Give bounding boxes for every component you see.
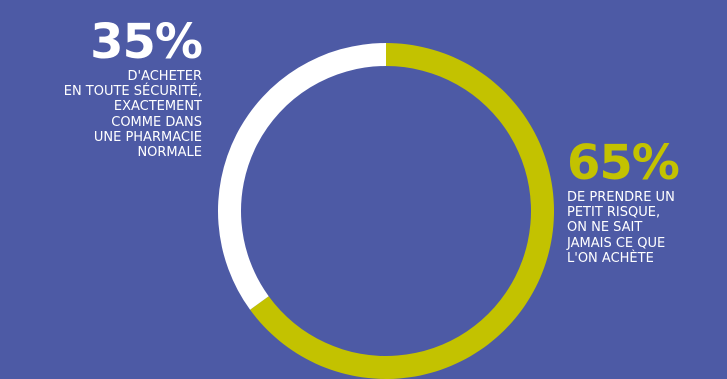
donut-chart xyxy=(218,43,554,379)
label-risk: 65% DE PRENDRE UN PETIT RISQUE, ON NE SA… xyxy=(567,135,727,266)
chart-stage: 35% D'ACHETER EN TOUTE SÉCURITÉ, EXACTEM… xyxy=(0,14,727,379)
label-secure: 35% D'ACHETER EN TOUTE SÉCURITÉ, EXACTEM… xyxy=(0,14,203,161)
description-secure: D'ACHETER EN TOUTE SÉCURITÉ, EXACTEMENT … xyxy=(63,68,202,161)
percent-risk: 65% xyxy=(567,135,680,191)
description-risk: DE PRENDRE UN PETIT RISQUE, ON NE SAIT J… xyxy=(567,189,675,266)
slice-secure xyxy=(218,43,386,310)
percent-secure: 35% xyxy=(90,14,203,70)
